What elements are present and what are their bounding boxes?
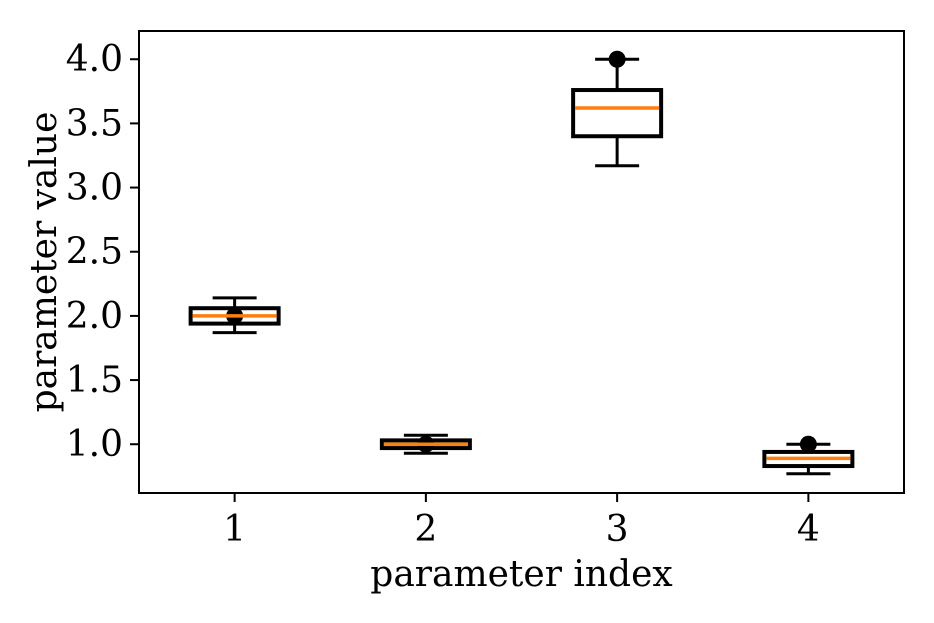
mean-marker	[608, 50, 626, 68]
y-tick-label: 4.0	[66, 39, 123, 80]
box-1	[188, 296, 281, 335]
x-axis: 1 2 3 4	[223, 493, 820, 550]
x-axis-label: parameter index	[370, 554, 672, 595]
boxes-layer	[188, 50, 855, 476]
box-3	[571, 50, 664, 168]
x-tick-label: 2	[414, 509, 437, 550]
y-tick-label: 3.0	[66, 168, 123, 209]
y-tick-label: 1.5	[66, 360, 123, 401]
x-tick-label: 1	[223, 509, 246, 550]
y-axis-label: parameter value	[24, 112, 65, 413]
x-tick-label: 3	[606, 509, 629, 550]
y-tick-label: 2.0	[66, 296, 123, 337]
iqr-box	[571, 88, 664, 139]
y-tick-label: 1.0	[66, 424, 123, 465]
box-2	[379, 433, 472, 455]
y-tick-label: 2.5	[66, 232, 123, 273]
plot-area	[138, 30, 905, 494]
box-4	[762, 435, 855, 476]
y-axis: 1.0 1.5 2.0 2.5 3.0 3.5 4.0	[66, 39, 139, 465]
y-tick-label: 3.5	[66, 103, 123, 144]
x-tick-label: 4	[797, 509, 820, 550]
mean-marker	[799, 435, 817, 453]
